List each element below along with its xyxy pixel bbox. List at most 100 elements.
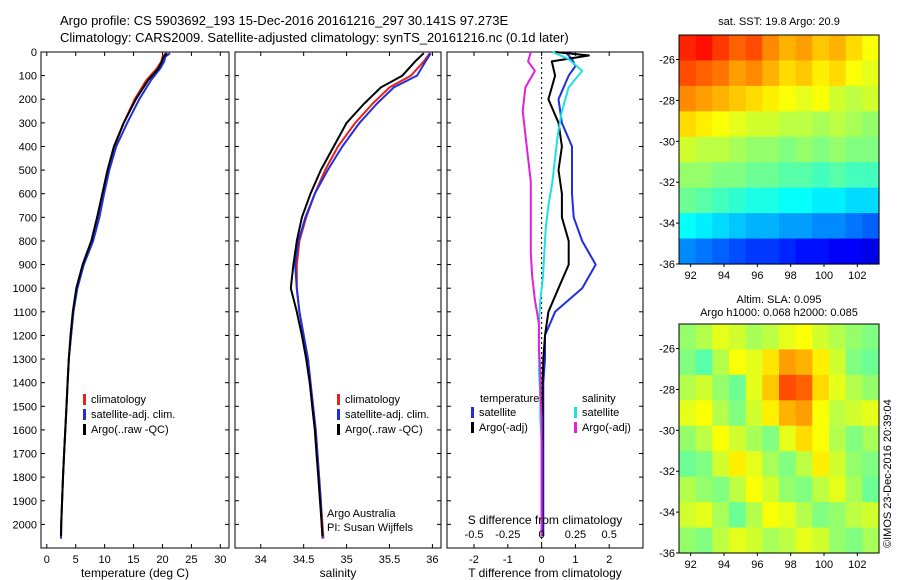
sla_map-cell — [695, 476, 713, 503]
sla_map-cell — [762, 324, 780, 351]
temperature-xtick-label: 25 — [185, 554, 197, 566]
sst_map-cell — [762, 136, 780, 163]
difference-legend-label: Argo(-adj) — [582, 422, 631, 434]
sst_map-ytick-label: -28 — [659, 95, 675, 107]
sst_map-cell — [779, 111, 797, 138]
difference-legend-group-temperature: temperature — [480, 393, 539, 405]
sst_map-cell — [745, 111, 763, 138]
sst_map-xtick-label: 98 — [785, 270, 797, 282]
sla_map-cell — [862, 400, 880, 427]
sst_map-cell — [712, 187, 730, 214]
sst_map-cell — [745, 238, 763, 265]
figure-title-line2: Climatology: CARS2009. Satellite-adjuste… — [60, 30, 569, 45]
sst_map-cell — [729, 238, 747, 265]
sst_map-cell — [695, 136, 713, 163]
sst_map-cell — [845, 60, 863, 87]
sst_map-cell — [695, 187, 713, 214]
sst_map-cell — [779, 187, 797, 214]
sla_map-cell — [695, 324, 713, 351]
sla_map-cell — [779, 349, 797, 376]
sla_map-cell — [845, 476, 863, 503]
sla_map-cell — [862, 476, 880, 503]
salinity-annotation-line1: Argo Australia — [327, 508, 396, 520]
sla_map-cell — [729, 400, 747, 427]
salinity-legend-swatch — [337, 424, 340, 435]
temperature-frame — [40, 51, 230, 549]
sla_map-cell — [679, 349, 697, 376]
difference-legend-label: Argo(-adj) — [479, 422, 528, 434]
salinity-legend-label: satellite-adj. clim. — [345, 409, 429, 421]
temperature-ytick-label: 600 — [19, 189, 37, 201]
sla_map-cell — [679, 374, 697, 401]
difference-s-tick-label: 0.25 — [565, 529, 586, 541]
sst_map-cell — [829, 85, 847, 112]
difference-xtick-label: 2 — [606, 554, 612, 566]
sla_map-cell — [845, 349, 863, 376]
sla_map-cell — [812, 451, 830, 478]
sst_map-cell — [795, 35, 813, 62]
sla_map-cell — [762, 527, 780, 554]
sst_map-xtick-label: 102 — [848, 270, 866, 282]
sst_map-cell — [695, 162, 713, 189]
temperature-ytick-label: 1700 — [13, 449, 37, 461]
sst_map-cell — [845, 85, 863, 112]
sla_map-cell — [695, 527, 713, 554]
sst_map-cell — [712, 85, 730, 112]
plots-layer: 0 5 10 15 20 25 300100200300400500600700800900… — [13, 16, 880, 580]
sla_map-xtick-label: 98 — [785, 559, 797, 571]
sla_map-cell — [779, 324, 797, 351]
difference-legend-swatch — [574, 407, 577, 418]
sla_map-cell — [712, 374, 730, 401]
sst_map-ytick-label: -32 — [659, 177, 675, 189]
sla_map-cell — [812, 527, 830, 554]
sla_map-cell — [712, 400, 730, 427]
sst_map-cell — [845, 238, 863, 265]
temperature-ytick-label: 1300 — [13, 354, 37, 366]
sst_map-cell — [829, 111, 847, 138]
sst_map-cell — [812, 213, 830, 240]
sst_map-cell — [695, 238, 713, 265]
sla_map-cell — [679, 324, 697, 351]
sla_map-xtick-label: 94 — [718, 559, 730, 571]
temperature-ytick-label: 1100 — [13, 307, 37, 319]
sla_map-cell — [762, 374, 780, 401]
sst_map-xtick-label: 92 — [685, 270, 697, 282]
temperature-xtick-label: 20 — [156, 554, 168, 566]
sst_map-cell — [812, 111, 830, 138]
sst_map-cell — [829, 213, 847, 240]
sst_map-cell — [795, 187, 813, 214]
temperature-ytick-label: 200 — [19, 94, 37, 106]
sla_map-cell — [729, 324, 747, 351]
sla_map-cell — [745, 425, 763, 452]
sst_map-cell — [862, 162, 880, 189]
sla_map-ytick-label: -26 — [659, 344, 675, 356]
difference-legend-swatch — [471, 407, 474, 418]
sla_map-cell — [745, 451, 763, 478]
sst_map-cell — [695, 111, 713, 138]
sst_map-cell — [812, 187, 830, 214]
sla_map-cell — [795, 349, 813, 376]
sla_map-cell — [862, 425, 880, 452]
imos-stamp: ©IMOS 23-Dec-2016 20:39:04 — [882, 399, 894, 548]
difference-xtick-label: -1 — [503, 554, 513, 566]
salinity-xtick-label: 35 — [340, 554, 352, 566]
sst_map-cell — [729, 162, 747, 189]
sla_map-cell — [745, 374, 763, 401]
sst_map-xtick-label: 94 — [718, 270, 730, 282]
sst_map-cell — [795, 136, 813, 163]
sla_map-cell — [795, 451, 813, 478]
sla_map-ytick-label: -28 — [659, 384, 675, 396]
sst_map-cell — [762, 35, 780, 62]
temperature-ytick-label: 700 — [19, 212, 37, 224]
temperature-series-satellite-adj-clim- — [60, 52, 171, 539]
sla_map-cell — [729, 451, 747, 478]
sst_map-cell — [829, 162, 847, 189]
sst_map-cell — [862, 213, 880, 240]
sla_map-cell — [845, 400, 863, 427]
sst_map-cell — [795, 213, 813, 240]
sst_map-cell — [795, 60, 813, 87]
temperature-ytick-label: 1200 — [13, 330, 37, 342]
sst_map-cell — [712, 35, 730, 62]
sst_map-cell — [862, 187, 880, 214]
